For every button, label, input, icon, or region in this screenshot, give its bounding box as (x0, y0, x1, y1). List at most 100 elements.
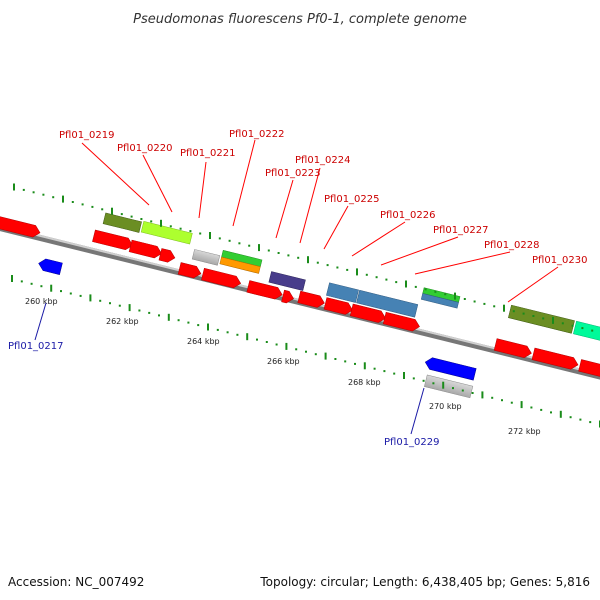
tick-label: 260 kbp (25, 297, 58, 306)
ruler-dot (138, 309, 141, 312)
gene-arrow (92, 229, 134, 251)
ruler-dot (267, 249, 270, 252)
ruler-tick (324, 352, 327, 360)
ruler-tick (128, 304, 131, 312)
minus-leader-lines (34, 302, 425, 435)
ruler-tick-labels: 260 kbp 262 kbp 264 kbp 266 kbp 268 kbp … (25, 297, 541, 436)
leader-line (323, 205, 349, 250)
ruler-dot (483, 302, 486, 305)
ruler-tick (111, 207, 113, 215)
ruler-dot (530, 406, 533, 409)
leader-line (351, 221, 406, 257)
gene-label: Pfl01_0224 (295, 155, 351, 166)
ruler-dot (236, 333, 239, 336)
ruler-tick (481, 391, 484, 399)
gene-label: Pfl01_0222 (229, 129, 285, 140)
ruler-dot (277, 252, 280, 254)
tick-label: 272 kbp (508, 427, 541, 436)
ruler-dot (412, 377, 415, 380)
ruler-dot (512, 310, 515, 313)
ruler-dot (275, 343, 278, 346)
ruler-dot (199, 232, 202, 235)
genome-strip (0, 209, 600, 399)
ruler-dot (346, 268, 349, 271)
leader-line (380, 236, 459, 266)
leader-line (299, 167, 321, 244)
gene-label: Pfl01_0220 (117, 143, 173, 154)
feature-block-orange (219, 256, 261, 274)
ruler-dot (571, 324, 574, 327)
ruler-dot (42, 193, 45, 196)
ruler-tick (454, 292, 456, 300)
ruler-dot (452, 387, 454, 390)
ruler-tick (285, 342, 288, 350)
leader-line (275, 179, 294, 239)
leader-line (142, 154, 173, 213)
ruler-tick (356, 268, 358, 276)
ruler-dot (265, 341, 268, 343)
feature-block-gray-2 (424, 374, 474, 399)
ruler-dot (60, 290, 62, 293)
ruler-dot (91, 205, 94, 208)
gene-arrow (201, 267, 242, 289)
ruler-tick (160, 219, 162, 227)
ruler-dot (422, 379, 425, 382)
ruler-dot (365, 273, 368, 276)
ruler-dot (158, 314, 160, 317)
gene-label: Pfl01_0230 (532, 255, 588, 266)
gene-arrow (349, 303, 386, 323)
ruler-dot (218, 237, 221, 240)
ruler-dot (532, 315, 535, 317)
tick-label: 268 kbp (348, 378, 381, 387)
ruler-dot (248, 244, 251, 247)
ruler-dot (491, 396, 494, 399)
ruler-dot (344, 360, 347, 363)
leader-line (507, 266, 559, 303)
tick-label: 262 kbp (106, 317, 139, 326)
gene-arrow (382, 311, 420, 332)
ruler-dot (109, 302, 111, 305)
feature-block-steelblue-3 (420, 293, 459, 309)
ruler-dot (187, 321, 190, 324)
gene-arrow (128, 239, 162, 259)
ruler-dot (81, 203, 84, 206)
ruler-dot (32, 191, 35, 194)
ruler-dot (522, 312, 525, 315)
gene-label: Pfl01_0227 (433, 225, 489, 236)
ruler-dot (463, 298, 466, 300)
ruler-tick (50, 284, 53, 292)
accession-text: Accession: NC_007492 (8, 575, 144, 589)
leader-line (410, 387, 425, 435)
ruler-tick (442, 381, 445, 389)
ruler-tick (207, 323, 209, 331)
ruler-dot (118, 304, 121, 307)
gene-arrow (578, 359, 600, 383)
ruler-dot (177, 319, 180, 322)
ruler-dot (510, 401, 513, 404)
ruler-dot (424, 288, 427, 291)
gene-label: Pfl01_0225 (324, 194, 380, 205)
gene-label: Pfl01_0217 (8, 341, 64, 352)
ruler-bottom (11, 275, 600, 428)
ruler-dot (189, 230, 192, 233)
leader-line (232, 139, 256, 227)
ruler-dot (354, 362, 356, 365)
ruler-dot (414, 285, 417, 288)
ruler-dot (375, 276, 378, 279)
ruler-dot (473, 300, 476, 303)
feature-block-steelblue-1 (326, 282, 359, 303)
ruler-dot (197, 324, 200, 327)
ruler-dot (444, 293, 447, 296)
ruler-dot (316, 261, 319, 264)
ruler-tick (403, 372, 405, 379)
ruler-dot (591, 329, 594, 332)
ruler-tick (520, 401, 523, 409)
ruler-tick (89, 294, 92, 302)
ruler-dot (314, 353, 317, 356)
gene-arrow (0, 209, 41, 238)
ruler-dot (169, 225, 172, 228)
ruler-dot (581, 327, 584, 330)
gene-arrow (158, 248, 176, 263)
ruler-dot (297, 256, 300, 259)
